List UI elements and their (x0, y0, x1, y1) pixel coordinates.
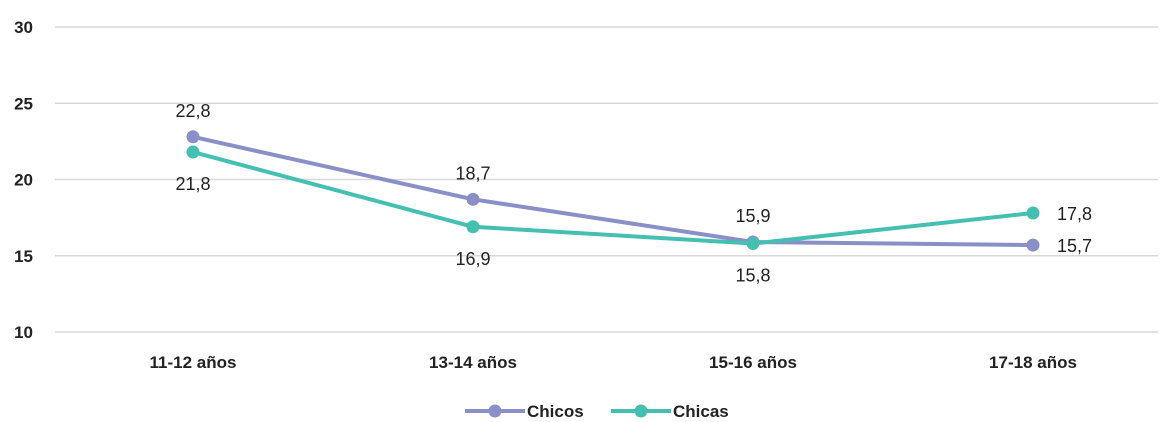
data-point (466, 192, 480, 206)
legend-item-chicos: Chicos (465, 402, 584, 421)
data-label: 18,7 (455, 163, 490, 183)
data-point (186, 130, 200, 144)
x-axis: 11-12 años 13-14 años 15-16 años 17-18 años (150, 353, 1077, 372)
data-label: 21,8 (175, 174, 210, 194)
gridlines (55, 26, 1158, 333)
data-labels: 22,8 18,7 15,9 15,7 21,8 16,9 15,8 17,8 (175, 101, 1092, 286)
y-tick-label: 10 (14, 323, 33, 342)
x-tick-label: 13-14 años (429, 353, 517, 372)
x-tick-label: 17-18 años (989, 353, 1077, 372)
data-points (186, 130, 1040, 252)
data-point (186, 145, 200, 159)
data-label: 17,8 (1057, 204, 1092, 224)
series-lines (191, 134, 1035, 248)
x-tick-label: 15-16 años (709, 353, 797, 372)
data-point (746, 237, 760, 251)
legend-label: Chicos (527, 402, 584, 421)
data-point (1026, 206, 1040, 220)
series-line-chicas (191, 150, 1035, 246)
y-tick-label: 25 (14, 94, 33, 113)
legend: Chicos Chicas (465, 402, 729, 421)
y-tick-label: 15 (14, 247, 33, 266)
y-tick-label: 30 (14, 18, 33, 37)
data-label: 15,8 (735, 266, 770, 286)
data-label: 15,9 (735, 206, 770, 226)
legend-swatch-marker (634, 404, 648, 418)
series-line-chicos (191, 134, 1035, 248)
x-tick-label: 11-12 años (150, 353, 237, 372)
legend-swatch-marker (488, 404, 502, 418)
data-label: 16,9 (455, 249, 490, 269)
y-axis: 10 15 20 25 30 (14, 18, 33, 342)
y-tick-label: 20 (14, 171, 33, 190)
data-point (466, 220, 480, 234)
data-label: 22,8 (175, 101, 210, 121)
data-label: 15,7 (1057, 236, 1092, 256)
legend-label: Chicas (673, 402, 729, 421)
legend-item-chicas: Chicas (611, 402, 729, 421)
data-point (1026, 238, 1040, 252)
